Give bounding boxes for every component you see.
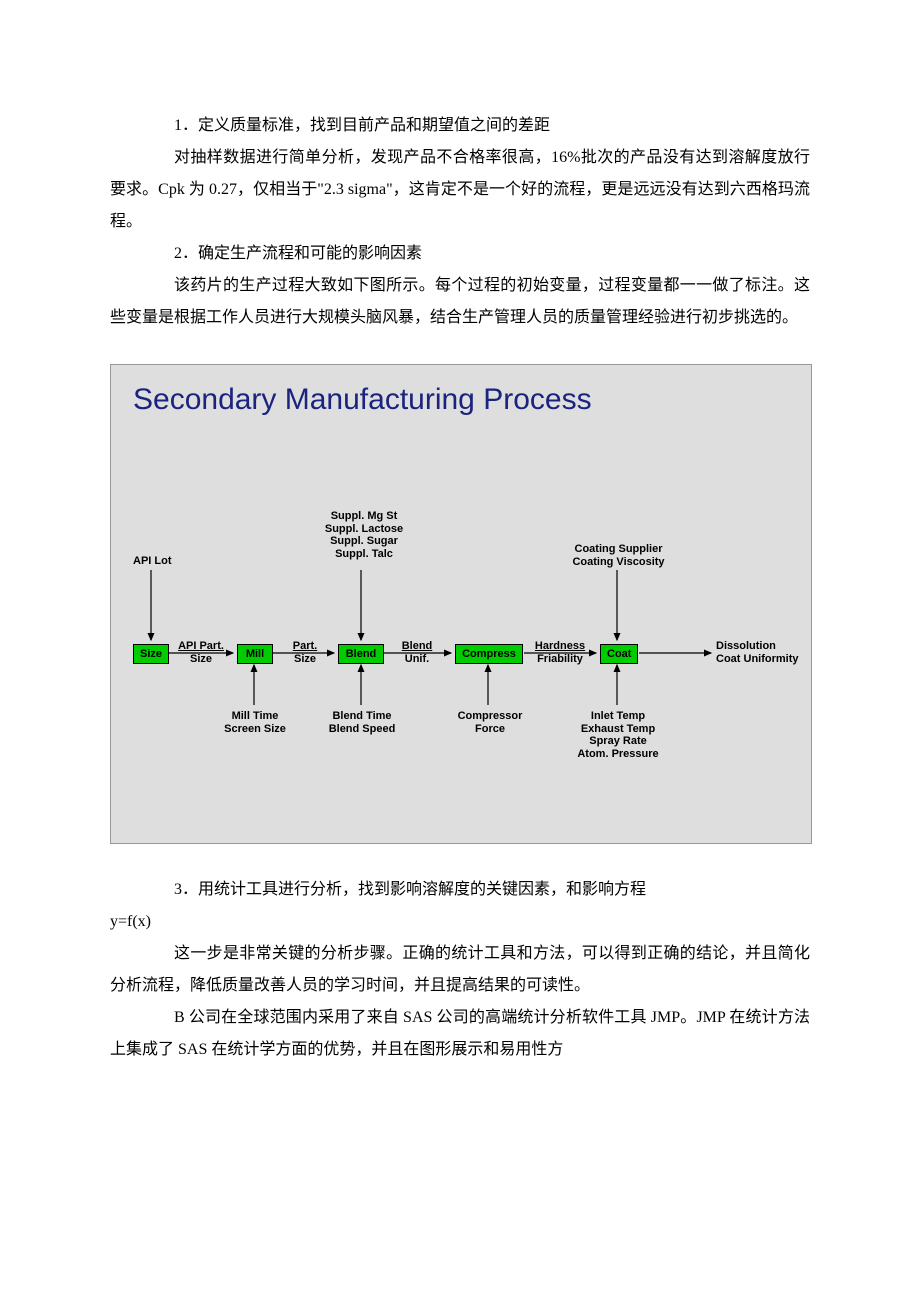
edge-label-2b: Size [294,653,316,665]
document-page: 1．定义质量标准，找到目前产品和期望值之间的差距 对抽样数据进行简单分析，发现产… [0,0,920,1106]
para-5a: 3．用统计工具进行分析，找到影响溶解度的关键因素，和影响方程 [110,874,810,906]
edge-label-3b: Unif. [405,653,429,665]
diagram-arrows [111,365,811,843]
label-mill-bottom: Mill TimeScreen Size [219,710,291,735]
edge-label-1: API Part. Size [171,640,231,665]
edge-label-4: Hardness Friability [529,640,591,665]
edge-label-1b: Size [190,653,212,665]
node-mill: Mill [237,644,273,664]
para-4: 该药片的生产过程大致如下图所示。每个过程的初始变量，过程变量都一一做了标注。这些… [110,270,810,334]
output-label-1: Dissolution [716,640,776,652]
edge-label-2a: Part. [293,640,317,652]
edge-label-3a: Blend [402,640,433,652]
label-coat-bottom: Inlet TempExhaust TempSpray RateAtom. Pr… [569,710,667,761]
para-1: 1．定义质量标准，找到目前产品和期望值之间的差距 [110,110,810,142]
label-suppl: Suppl. Mg StSuppl. LactoseSuppl. SugarSu… [319,510,409,561]
edge-label-4a: Hardness [535,640,585,652]
label-blend-bottom: Blend TimeBlend Speed [323,710,401,735]
label-coating: Coating SupplierCoating Viscosity [566,543,671,568]
process-diagram: Secondary Manufacturing Process [110,364,812,844]
node-size: Size [133,644,169,664]
edge-label-3: Blend Unif. [393,640,441,665]
para-2: 对抽样数据进行简单分析，发现产品不合格率很高，16%批次的产品没有达到溶解度放行… [110,142,810,238]
edge-label-4b: Friability [537,653,583,665]
node-compress: Compress [455,644,523,664]
para-5b: y=f(x) [110,906,810,938]
label-api-lot: API Lot [133,555,172,568]
output-label-2: Coat Uniformity [716,653,799,665]
edge-label-2: Part. Size [281,640,329,665]
para-6: 这一步是非常关键的分析步骤。正确的统计工具和方法，可以得到正确的结论，并且简化分… [110,938,810,1002]
para-7: B 公司在全球范围内采用了来自 SAS 公司的高端统计分析软件工具 JMP。JM… [110,1002,810,1066]
process-diagram-container: Secondary Manufacturing Process [110,364,810,844]
node-coat: Coat [600,644,638,664]
edge-label-1a: API Part. [178,640,224,652]
node-blend: Blend [338,644,384,664]
diagram-title: Secondary Manufacturing Process [111,365,811,417]
output-label: Dissolution Coat Uniformity [716,640,799,665]
label-compress-bottom: CompressorForce [451,710,529,735]
para-3: 2．确定生产流程和可能的影响因素 [110,238,810,270]
